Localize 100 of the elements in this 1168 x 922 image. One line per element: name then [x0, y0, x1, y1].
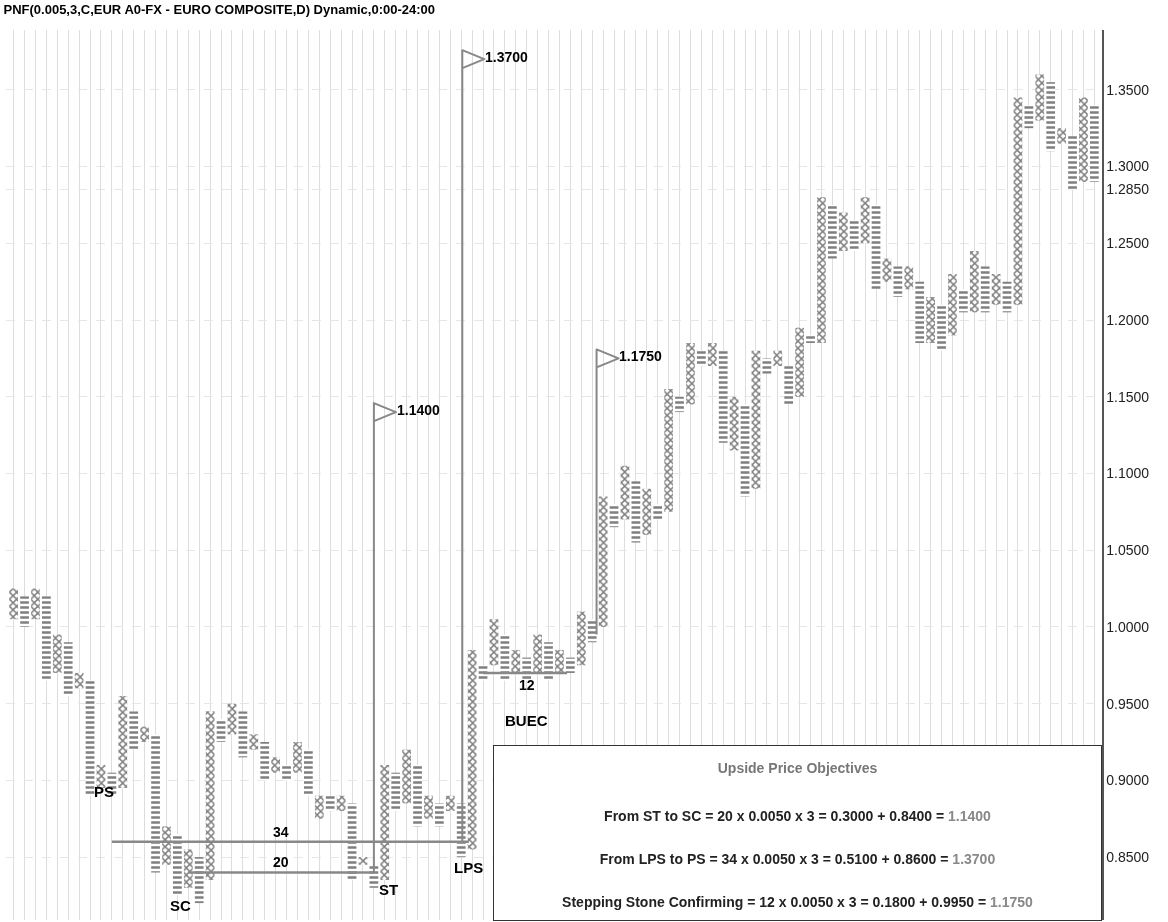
y-tick-label: 1.0500: [1106, 542, 1150, 559]
bar: [314, 795, 324, 819]
bar: [882, 258, 892, 282]
bar: [511, 649, 521, 673]
bar: [576, 611, 586, 666]
bar: [904, 266, 914, 290]
bar: [566, 657, 575, 673]
annotation: ST: [379, 881, 399, 898]
bar: [740, 404, 750, 497]
bar: [838, 212, 848, 251]
bar: [129, 711, 139, 750]
annotation: Upside Price Objectives: [716, 760, 879, 776]
y-tick-label: 1.3000: [1106, 158, 1150, 175]
bar: [358, 857, 368, 865]
bar: [795, 327, 804, 397]
bar: [260, 742, 270, 781]
bar: [85, 680, 95, 796]
bar: [336, 795, 346, 812]
bar: [304, 749, 313, 796]
chart-title: PNF(0.005,3,C,EUR A0-FX - EURO COMPOSITE,D) Dynamic,0:00-24:00: [3, 1, 436, 17]
bar: [1013, 97, 1023, 305]
bar: [478, 665, 488, 681]
bar: [1068, 135, 1077, 190]
bar: [806, 335, 815, 344]
bar: [1089, 105, 1099, 182]
bar: [533, 634, 542, 673]
bar: [424, 795, 433, 819]
annotation: Stepping Stone Confirming = 12 x 0.0050 x 3 = 0.1800 + 0.9950 = 1.1750: [561, 894, 1034, 910]
y-tick-label: 0.9500: [1106, 695, 1150, 712]
bar: [467, 649, 477, 850]
bar: [697, 350, 706, 367]
bar: [1046, 82, 1056, 152]
y-tick-label: 1.3500: [1106, 81, 1150, 98]
bar: [915, 281, 925, 344]
bar: [445, 795, 455, 812]
bar: [751, 350, 761, 489]
bar: [402, 749, 411, 804]
bar: [555, 649, 564, 673]
bar: [718, 350, 728, 443]
bar: [762, 358, 772, 374]
y-tick-label: 1.2850: [1106, 181, 1150, 198]
bar: [489, 619, 499, 666]
bar: [227, 703, 237, 735]
bar: [1024, 105, 1034, 129]
y-tick-label: 1.1000: [1106, 465, 1150, 482]
bar: [871, 204, 881, 290]
bar: [620, 465, 630, 520]
annotation: 12: [519, 677, 535, 693]
bar: [216, 718, 226, 742]
bar: [587, 619, 597, 643]
bar: [391, 772, 401, 812]
bar: [249, 734, 259, 750]
bar: [631, 481, 641, 543]
annotation: SC: [170, 897, 191, 914]
bar: [183, 849, 193, 888]
bar: [282, 765, 291, 781]
bar: [325, 795, 335, 812]
bar: [980, 266, 990, 313]
bar: [118, 695, 128, 789]
bar: [948, 273, 957, 336]
bar: [773, 350, 783, 367]
annotation: 20: [273, 854, 289, 870]
annotation: BUEC: [505, 712, 548, 729]
bar: [642, 488, 652, 535]
y-tick-label: 1.1500: [1106, 388, 1150, 405]
bar: [413, 765, 422, 827]
bar: [784, 366, 794, 405]
annotation: LPS: [454, 859, 484, 876]
bar: [205, 711, 215, 881]
bar: [1057, 128, 1066, 144]
bar: [653, 504, 663, 520]
bar: [1079, 97, 1088, 182]
y-tick-label: 0.8500: [1106, 848, 1150, 865]
bar: [1035, 74, 1045, 121]
bar: [991, 273, 1001, 305]
bar: [959, 289, 968, 313]
bar: [435, 803, 444, 827]
bar: [664, 389, 673, 512]
bar: [686, 343, 695, 405]
bar: [380, 765, 390, 881]
bar: [544, 642, 553, 681]
y-tick-label: 1.2500: [1106, 235, 1150, 252]
bar: [271, 757, 280, 773]
bar: [860, 197, 870, 244]
bar: [293, 742, 302, 773]
bar: [52, 634, 62, 673]
bar: [849, 220, 859, 251]
annotation: 1.3700: [485, 49, 529, 65]
bar: [598, 496, 608, 627]
bar: [1002, 281, 1012, 313]
bar: [926, 297, 935, 344]
annotation: 1.1400: [397, 402, 441, 418]
annotation: From ST to SC = 20 x 0.0050 x 3 = 0.3000 + 0.8400 = 1.1400: [603, 808, 992, 824]
y-tick-label: 0.9000: [1106, 772, 1150, 789]
annotation: 1.1750: [619, 348, 663, 364]
bar: [162, 826, 171, 865]
annotation: 34: [273, 824, 289, 840]
bar: [522, 657, 532, 681]
bar: [42, 596, 51, 681]
bar: [151, 734, 160, 873]
